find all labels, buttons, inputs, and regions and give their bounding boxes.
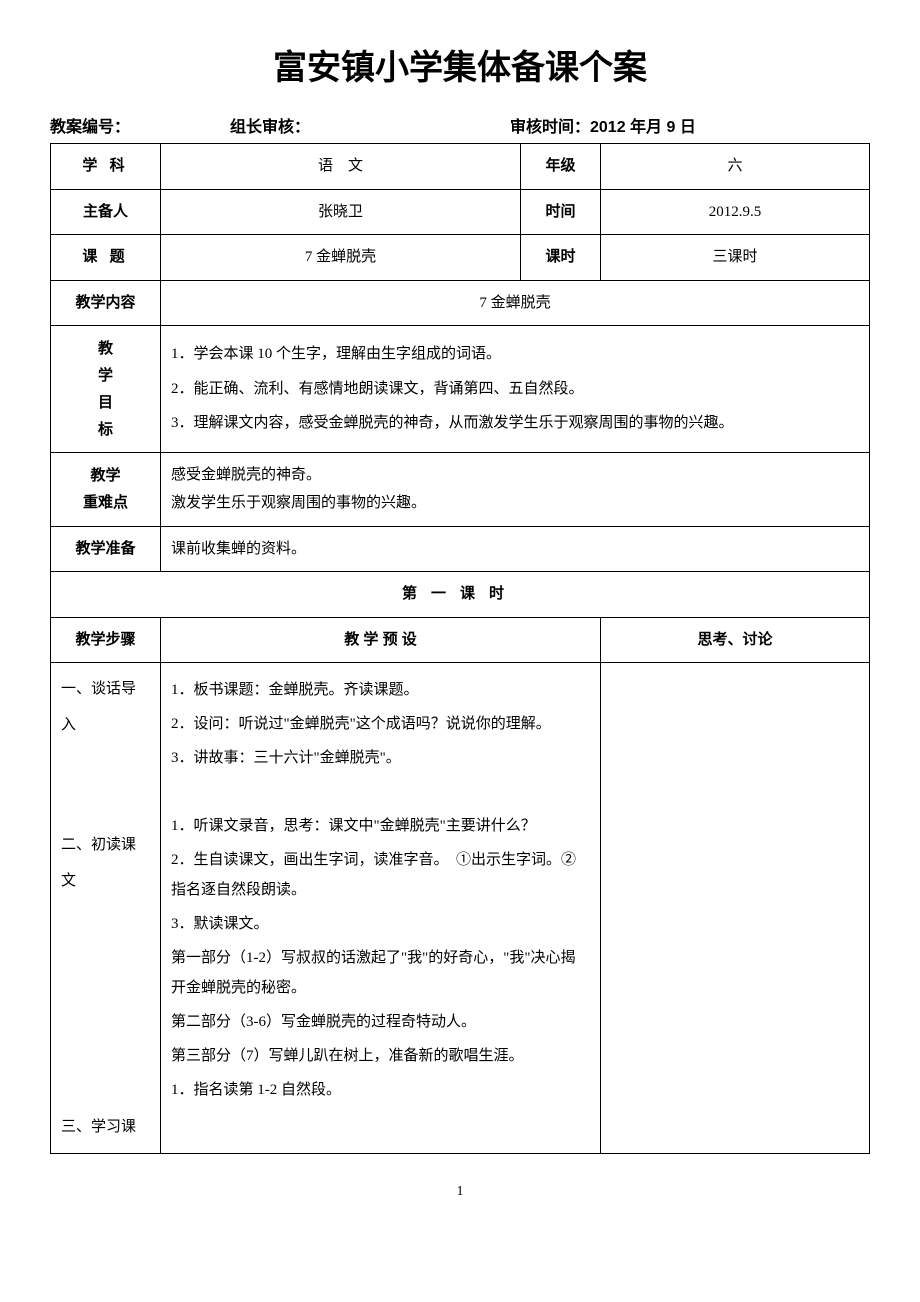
subject-value: 语 文	[161, 144, 521, 190]
preset-line: 1．板书课题：金蝉脱壳。齐读课题。	[171, 675, 590, 705]
table-row: 第一课时	[51, 572, 870, 618]
table-row: 教 学 目 标 1．学会本课 10 个生字，理解由生字组成的词语。 2．能正确、…	[51, 326, 870, 453]
header-line: 教案编号： 组长审核： 审核时间：2012 年月 9 日	[50, 113, 870, 137]
grade-value: 六	[601, 144, 870, 190]
step-item: 三、学习课	[61, 1109, 150, 1145]
table-row: 主备人 张晓卫 时间 2012.9.5	[51, 189, 870, 235]
preset-line: 1．指名读第 1-2 自然段。	[171, 1075, 590, 1105]
preset-line: 第三部分（7）写蝉儿趴在树上，准备新的歌唱生涯。	[171, 1041, 590, 1071]
content-label: 教学内容	[51, 280, 161, 326]
preset-line	[171, 777, 590, 807]
time-label: 时间	[521, 189, 601, 235]
goals-label: 教 学 目 标	[51, 326, 161, 453]
table-row: 教学步骤 教 学 预 设 思考、讨论	[51, 617, 870, 663]
page-title: 富安镇小学集体备课个案	[50, 40, 870, 89]
table-row: 一、谈话导入 二、初读课文 三、学习课 1．板书课题：金蝉脱壳。齐读课题。 2．…	[51, 663, 870, 1154]
subject-label: 学 科	[51, 144, 161, 190]
discuss-col-header: 思考、讨论	[601, 617, 870, 663]
time-value: 2012.9.5	[601, 189, 870, 235]
preset-line: 第二部分（3-6）写金蝉脱壳的过程奇特动人。	[171, 1007, 590, 1037]
prep-value: 课前收集蝉的资料。	[161, 526, 870, 572]
difficulty-label: 教学 重难点	[51, 452, 161, 526]
page-number: 1	[50, 1184, 870, 1200]
preset-cell: 1．板书课题：金蝉脱壳。齐读课题。 2．设问：听说过"金蝉脱壳"这个成语吗？说说…	[161, 663, 601, 1154]
preset-line: 1．听课文录音，思考：课文中"金蝉脱壳"主要讲什么？	[171, 811, 590, 841]
period-label: 课时	[521, 235, 601, 281]
preset-line: 3．默读课文。	[171, 909, 590, 939]
topic-label: 课 题	[51, 235, 161, 281]
preset-col-header: 教 学 预 设	[161, 617, 601, 663]
difficulty-content: 感受金蝉脱壳的神奇。 激发学生乐于观察周围的事物的兴趣。	[161, 452, 870, 526]
step-col-header: 教学步骤	[51, 617, 161, 663]
goal-item: 2．能正确、流利、有感情地朗读课文，背诵第四、五自然段。	[171, 375, 859, 404]
table-row: 学 科 语 文 年级 六	[51, 144, 870, 190]
steps-cell: 一、谈话导入 二、初读课文 三、学习课	[51, 663, 161, 1154]
lesson-1-header: 第一课时	[51, 572, 870, 618]
preparer-value: 张晓卫	[161, 189, 521, 235]
difficulty-line: 感受金蝉脱壳的神奇。	[171, 461, 859, 490]
discuss-cell	[601, 663, 870, 1154]
lesson-plan-table: 学 科 语 文 年级 六 主备人 张晓卫 时间 2012.9.5 课 题 7 金…	[50, 143, 870, 1154]
preset-line: 2．设问：听说过"金蝉脱壳"这个成语吗？说说你的理解。	[171, 709, 590, 739]
goals-content: 1．学会本课 10 个生字，理解由生字组成的词语。 2．能正确、流利、有感情地朗…	[161, 326, 870, 453]
goal-item: 1．学会本课 10 个生字，理解由生字组成的词语。	[171, 340, 859, 369]
step-item: 二、初读课文	[61, 827, 150, 899]
difficulty-line: 激发学生乐于观察周围的事物的兴趣。	[171, 489, 859, 518]
preset-line: 3．讲故事：三十六计"金蝉脱壳"。	[171, 743, 590, 773]
leader-check-label: 组长审核：	[230, 113, 510, 137]
plan-no-label: 教案编号：	[50, 113, 230, 137]
topic-value: 7 金蝉脱壳	[161, 235, 521, 281]
table-row: 教学准备 课前收集蝉的资料。	[51, 526, 870, 572]
table-row: 教学 重难点 感受金蝉脱壳的神奇。 激发学生乐于观察周围的事物的兴趣。	[51, 452, 870, 526]
preset-line: 2．生自读课文，画出生字词，读准字音。 ①出示生字词。②指名逐自然段朗读。	[171, 845, 590, 905]
review-time-label: 审核时间：2012 年月 9 日	[510, 113, 870, 137]
grade-label: 年级	[521, 144, 601, 190]
content-value: 7 金蝉脱壳	[161, 280, 870, 326]
goal-item: 3．理解课文内容，感受金蝉脱壳的神奇，从而激发学生乐于观察周围的事物的兴趣。	[171, 409, 859, 438]
step-item: 一、谈话导入	[61, 671, 150, 743]
period-value: 三课时	[601, 235, 870, 281]
table-row: 课 题 7 金蝉脱壳 课时 三课时	[51, 235, 870, 281]
preparer-label: 主备人	[51, 189, 161, 235]
table-row: 教学内容 7 金蝉脱壳	[51, 280, 870, 326]
prep-label: 教学准备	[51, 526, 161, 572]
preset-line: 第一部分（1-2）写叔叔的话激起了"我"的好奇心，"我"决心揭开金蝉脱壳的秘密。	[171, 943, 590, 1003]
